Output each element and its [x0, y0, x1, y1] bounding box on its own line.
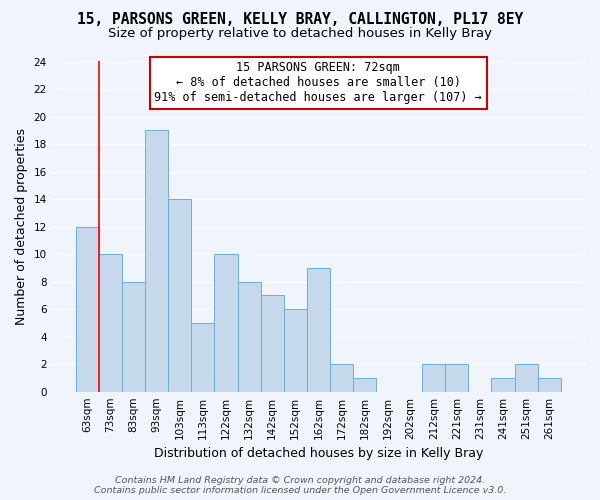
Text: Contains HM Land Registry data © Crown copyright and database right 2024.
Contai: Contains HM Land Registry data © Crown c… — [94, 476, 506, 495]
Bar — [422, 364, 445, 392]
Y-axis label: Number of detached properties: Number of detached properties — [15, 128, 28, 325]
Bar — [168, 199, 191, 392]
Bar — [145, 130, 168, 392]
Text: Size of property relative to detached houses in Kelly Bray: Size of property relative to detached ho… — [108, 28, 492, 40]
Bar — [330, 364, 353, 392]
Bar — [284, 309, 307, 392]
Bar — [307, 268, 330, 392]
Bar — [191, 323, 214, 392]
Text: 15, PARSONS GREEN, KELLY BRAY, CALLINGTON, PL17 8EY: 15, PARSONS GREEN, KELLY BRAY, CALLINGTO… — [77, 12, 523, 28]
Bar — [99, 254, 122, 392]
Bar — [445, 364, 469, 392]
Bar — [238, 282, 260, 392]
X-axis label: Distribution of detached houses by size in Kelly Bray: Distribution of detached houses by size … — [154, 447, 483, 460]
Bar — [122, 282, 145, 392]
Text: 15 PARSONS GREEN: 72sqm
← 8% of detached houses are smaller (10)
91% of semi-det: 15 PARSONS GREEN: 72sqm ← 8% of detached… — [154, 62, 482, 104]
Bar — [538, 378, 561, 392]
Bar — [76, 226, 99, 392]
Bar — [515, 364, 538, 392]
Bar — [353, 378, 376, 392]
Bar — [491, 378, 515, 392]
Bar — [260, 296, 284, 392]
Bar — [214, 254, 238, 392]
